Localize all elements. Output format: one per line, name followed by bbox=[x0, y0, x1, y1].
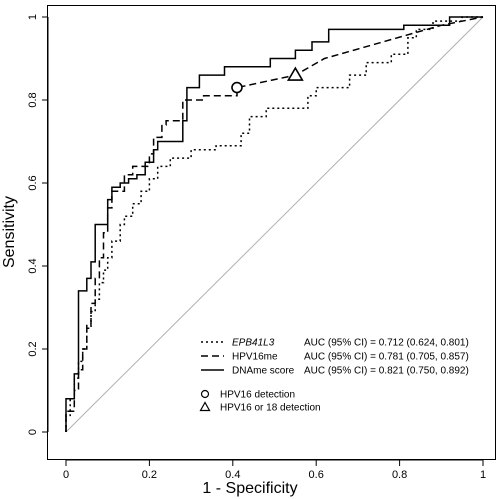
circle-marker bbox=[231, 81, 243, 94]
y-tick-label: 0 bbox=[27, 429, 39, 435]
x-tick-label: 0.4 bbox=[225, 469, 240, 481]
legend-circle-icon bbox=[200, 389, 210, 399]
y-tick-label: 0.2 bbox=[27, 341, 39, 356]
legend-auc-hpv16me: AUC (95% CI) = 0.781 (0.705, 0.857) bbox=[304, 352, 469, 363]
legend-label-dname-score: DNAme score bbox=[232, 366, 295, 377]
legend: EPB41L3 AUC (95% CI) = 0.712 (0.624, 0.80… bbox=[199, 338, 469, 414]
y-axis-title: Sensitivity bbox=[1, 196, 18, 268]
x-axis-title: 1 - Specificity bbox=[202, 480, 297, 497]
operating-point-markers bbox=[231, 66, 304, 94]
triangle-marker bbox=[286, 66, 304, 81]
roc-curves bbox=[65, 16, 484, 432]
x-tick-label: 0 bbox=[63, 469, 69, 481]
legend-marker-label: HPV16 or 18 detection bbox=[220, 403, 321, 414]
x-tick-label: 0.6 bbox=[309, 469, 324, 481]
legend-marker-label: HPV16 detection bbox=[220, 390, 295, 401]
legend-auc-epb41l3: AUC (95% CI) = 0.712 (0.624, 0.801) bbox=[304, 338, 469, 349]
legend-auc-dname-score: AUC (95% CI) = 0.821 (0.750, 0.892) bbox=[304, 366, 469, 377]
axes: 0 0.2 0.4 0.6 0.8 1 0 0.2 0.4 0.6 0.8 1 bbox=[27, 14, 486, 481]
x-tick-label: 0.8 bbox=[392, 469, 407, 481]
roc-curve-epb41l3 bbox=[65, 16, 483, 432]
roc-curve-dname-score bbox=[65, 16, 483, 432]
legend-label-hpv16me: HPV16me bbox=[232, 352, 278, 363]
roc-curve-hpv16me bbox=[65, 16, 484, 432]
legend-label-epb41l3: EPB41L3 bbox=[232, 338, 275, 349]
y-tick-label: 0.8 bbox=[27, 92, 39, 107]
x-tick-label: 0.2 bbox=[142, 469, 157, 481]
y-tick-label: 0.6 bbox=[27, 175, 39, 190]
legend-triangle-icon bbox=[199, 401, 211, 412]
reference-diagonal bbox=[65, 16, 484, 433]
y-tick-label: 0.4 bbox=[27, 258, 39, 273]
x-tick-label: 1 bbox=[480, 469, 486, 481]
y-tick-label: 1 bbox=[27, 14, 39, 20]
